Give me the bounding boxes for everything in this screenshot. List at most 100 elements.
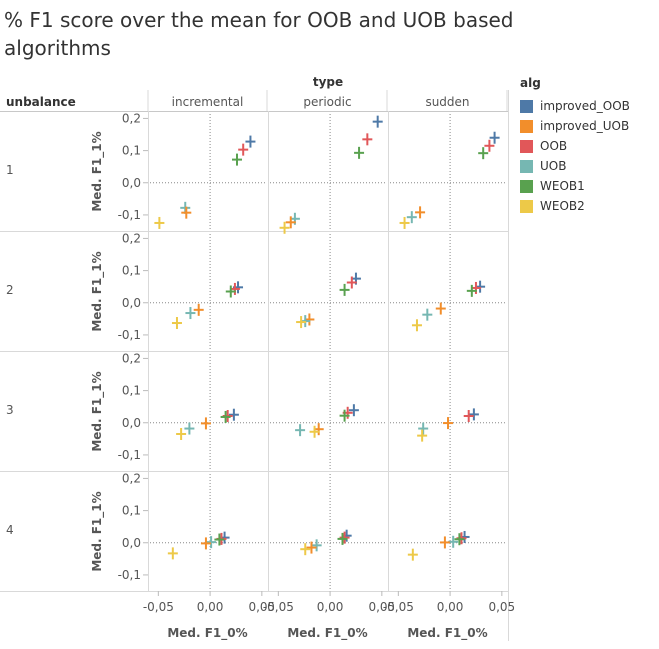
- data-point-weob2: [309, 425, 320, 438]
- legend-swatch: [520, 199, 533, 213]
- legend-title: alg: [520, 76, 541, 90]
- data-point-improved-uob: [193, 303, 204, 316]
- y-tick-label: 0,2: [122, 351, 141, 365]
- data-point-weob2: [411, 319, 422, 332]
- legend-swatch: [520, 159, 533, 173]
- y-tick-label: 0,2: [122, 111, 141, 125]
- legend-swatch: [520, 119, 533, 133]
- data-point-improved-uob: [415, 206, 426, 219]
- data-point-weob2: [300, 543, 311, 556]
- x-tick-label: 0,00: [197, 600, 224, 614]
- legend-label: WEOB2: [540, 199, 585, 213]
- legend-item-improved-oob[interactable]: improved_OOB: [520, 96, 630, 116]
- legend-item-weob1[interactable]: WEOB1: [520, 176, 630, 196]
- y-tick-label: 0,0: [122, 176, 141, 190]
- data-point-weob1: [466, 284, 477, 297]
- legend-item-uob[interactable]: UOB: [520, 156, 630, 176]
- data-point-weob1: [339, 283, 350, 296]
- data-point-uob: [406, 211, 417, 224]
- x-tick-label: -0,05: [383, 600, 414, 614]
- legend-item-weob2[interactable]: WEOB2: [520, 196, 630, 216]
- data-point-uob: [184, 422, 195, 435]
- y-tick-label: -0,1: [118, 328, 141, 342]
- x-tick-label: 0,05: [368, 600, 395, 614]
- data-point-improved-uob: [435, 302, 446, 315]
- y-tick-label: 0,0: [122, 416, 141, 430]
- data-point-improved-uob: [200, 537, 211, 550]
- data-point-weob1: [339, 409, 350, 422]
- y-tick-label: -0,1: [118, 568, 141, 582]
- data-point-improved-uob: [285, 216, 296, 229]
- legend-swatch: [520, 139, 533, 153]
- data-point-improved-uob: [439, 536, 450, 549]
- y-axis-title: Med. F1_1%: [90, 491, 105, 571]
- data-point-oob: [346, 276, 357, 289]
- x-axis-title: Med. F1_0%: [167, 626, 247, 641]
- data-point-improved-oob: [228, 408, 239, 421]
- legend-label: UOB: [540, 159, 567, 173]
- data-point-weob2: [154, 216, 165, 229]
- data-point-oob: [463, 410, 474, 423]
- data-point-weob2: [176, 428, 187, 441]
- y-tick-label: 0,2: [122, 231, 141, 245]
- data-point-oob: [362, 133, 373, 146]
- x-tick-label: 0,00: [317, 600, 344, 614]
- data-point-improved-oob: [372, 115, 383, 128]
- y-axis-title: Med. F1_1%: [90, 251, 105, 331]
- y-tick-label: 0,0: [122, 296, 141, 310]
- row-header-3: 3: [6, 403, 14, 417]
- y-tick-label: 0,0: [122, 536, 141, 550]
- y-tick-label: 0,1: [122, 384, 141, 398]
- data-point-improved-uob: [200, 417, 211, 430]
- legend-swatch: [520, 179, 533, 193]
- data-point-weob1: [220, 410, 231, 423]
- x-axis-title: Med. F1_0%: [287, 626, 367, 641]
- data-point-uob: [311, 539, 322, 552]
- data-point-weob1: [225, 285, 236, 298]
- legend-label: WEOB1: [540, 179, 585, 193]
- data-point-weob2: [296, 316, 307, 329]
- legend: alg improved_OOB improved_UOB OOB UOB WEOB1 W…: [520, 76, 630, 216]
- data-point-weob1: [478, 147, 489, 160]
- chart-title: % F1 score over the mean for OOB and UOB…: [4, 8, 514, 60]
- data-point-uob: [422, 308, 433, 321]
- column-header-incremental: incremental: [172, 95, 244, 109]
- column-header-sudden: sudden: [425, 95, 469, 109]
- y-tick-label: 0,1: [122, 264, 141, 278]
- column-header-periodic: periodic: [303, 95, 351, 109]
- data-point-weob2: [167, 547, 178, 560]
- data-point-weob1: [454, 533, 465, 546]
- legend-item-improved-uob[interactable]: improved_UOB: [520, 116, 630, 136]
- legend-item-oob[interactable]: OOB: [520, 136, 630, 156]
- legend-swatch: [520, 99, 533, 113]
- data-point-oob: [238, 143, 249, 156]
- data-point-weob2: [399, 216, 410, 229]
- data-point-weob1: [214, 533, 225, 546]
- data-point-oob: [484, 139, 495, 152]
- x-tick-label: 0,00: [437, 600, 464, 614]
- data-point-uob: [185, 307, 196, 320]
- data-point-uob: [206, 536, 217, 549]
- data-point-improved-oob: [348, 404, 359, 417]
- data-point-weob1: [337, 532, 348, 545]
- row-header-2: 2: [6, 283, 14, 297]
- data-point-improved-uob: [306, 541, 317, 554]
- x-axis-title: Med. F1_0%: [407, 626, 487, 641]
- x-tick-label: -0,05: [263, 600, 294, 614]
- data-point-uob: [418, 422, 429, 435]
- y-tick-label: 0,2: [122, 471, 141, 485]
- data-point-improved-uob: [181, 206, 192, 219]
- data-point-improved-oob: [468, 408, 479, 421]
- data-point-weob1: [231, 153, 242, 166]
- legend-label: improved_UOB: [540, 119, 630, 133]
- data-point-oob: [339, 531, 350, 544]
- data-point-improved-uob: [443, 417, 454, 430]
- y-tick-label: 0,1: [122, 504, 141, 518]
- y-tick-label: -0,1: [118, 208, 141, 222]
- y-tick-label: -0,1: [118, 448, 141, 462]
- column-field-label: type: [313, 75, 343, 89]
- data-point-uob: [295, 424, 306, 437]
- row-header-1: 1: [6, 163, 14, 177]
- data-point-weob2: [171, 317, 182, 330]
- x-tick-label: 0,05: [248, 600, 275, 614]
